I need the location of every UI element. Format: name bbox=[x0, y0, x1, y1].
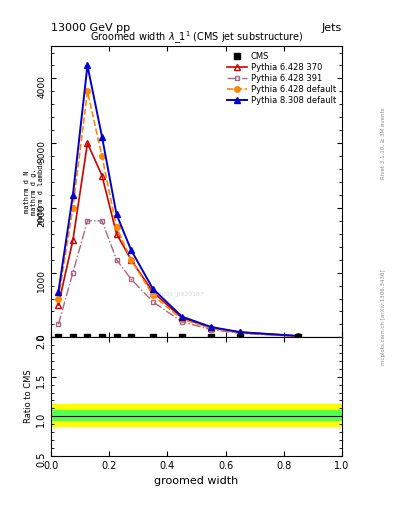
Text: CMS 2021_JI920187: CMS 2021_JI920187 bbox=[142, 291, 204, 296]
CMS bbox=[100, 334, 105, 340]
Pythia 8.308 default bbox=[238, 329, 242, 335]
Line: CMS: CMS bbox=[55, 334, 301, 340]
Pythia 6.428 default bbox=[85, 88, 90, 94]
Pythia 6.428 default bbox=[238, 330, 242, 336]
Pythia 6.428 370 bbox=[114, 231, 119, 237]
CMS bbox=[56, 334, 61, 340]
Line: Pythia 8.308 default: Pythia 8.308 default bbox=[55, 62, 302, 339]
Pythia 8.308 default bbox=[56, 289, 61, 295]
Pythia 6.428 370 bbox=[296, 333, 301, 339]
Pythia 6.428 default bbox=[129, 257, 134, 263]
Pythia 6.428 370 bbox=[56, 302, 61, 308]
Pythia 6.428 391 bbox=[129, 276, 134, 282]
Legend: CMS, Pythia 6.428 370, Pythia 6.428 391, Pythia 6.428 default, Pythia 8.308 defa: CMS, Pythia 6.428 370, Pythia 6.428 391,… bbox=[225, 50, 338, 107]
CMS bbox=[85, 334, 90, 340]
Pythia 6.428 default bbox=[296, 333, 301, 339]
Pythia 8.308 default bbox=[100, 134, 105, 140]
Pythia 6.428 391 bbox=[71, 269, 75, 275]
Pythia 6.428 370 bbox=[151, 289, 155, 295]
Pythia 6.428 default bbox=[180, 316, 184, 322]
Pythia 6.428 391 bbox=[100, 218, 105, 224]
Pythia 8.308 default bbox=[71, 192, 75, 198]
Pythia 6.428 370 bbox=[71, 237, 75, 243]
Pythia 6.428 370 bbox=[85, 140, 90, 146]
Text: mcplots.cern.ch [arXiv:1306.3436]: mcplots.cern.ch [arXiv:1306.3436] bbox=[381, 270, 386, 365]
Pythia 8.308 default bbox=[85, 62, 90, 69]
Pythia 6.428 370 bbox=[180, 315, 184, 321]
Pythia 6.428 default bbox=[151, 292, 155, 298]
Pythia 6.428 370 bbox=[129, 257, 134, 263]
Pythia 6.428 391 bbox=[56, 322, 61, 328]
Y-axis label: mathrm d N
mathrm d g.
mathrm d lambda: mathrm d N mathrm d g. mathrm d lambda bbox=[24, 160, 44, 224]
Pythia 8.308 default bbox=[180, 313, 184, 319]
Pythia 6.428 391 bbox=[151, 298, 155, 305]
Pythia 6.428 370 bbox=[209, 325, 213, 331]
CMS bbox=[238, 334, 242, 340]
CMS bbox=[151, 334, 155, 340]
Text: 13000 GeV pp: 13000 GeV pp bbox=[51, 23, 130, 33]
Line: Pythia 6.428 370: Pythia 6.428 370 bbox=[55, 140, 301, 339]
Pythia 8.308 default bbox=[151, 286, 155, 292]
Text: Rivet 3.1.10, ≥ 3M events: Rivet 3.1.10, ≥ 3M events bbox=[381, 108, 386, 179]
Pythia 6.428 default bbox=[100, 153, 105, 159]
Pythia 6.428 391 bbox=[296, 333, 301, 339]
Title: Groomed width $\lambda\_1^1$ (CMS jet substructure): Groomed width $\lambda\_1^1$ (CMS jet su… bbox=[90, 30, 303, 46]
Pythia 6.428 391 bbox=[238, 330, 242, 336]
X-axis label: groomed width: groomed width bbox=[154, 476, 239, 486]
Pythia 6.428 391 bbox=[180, 319, 184, 325]
Pythia 6.428 391 bbox=[85, 218, 90, 224]
Pythia 6.428 370 bbox=[238, 329, 242, 335]
Pythia 6.428 370 bbox=[100, 173, 105, 179]
Pythia 6.428 default bbox=[71, 205, 75, 211]
Line: Pythia 6.428 default: Pythia 6.428 default bbox=[55, 89, 301, 339]
Pythia 8.308 default bbox=[209, 324, 213, 330]
CMS bbox=[71, 334, 75, 340]
CMS bbox=[296, 334, 301, 340]
Pythia 6.428 default bbox=[114, 224, 119, 230]
CMS bbox=[114, 334, 119, 340]
Pythia 6.428 default bbox=[56, 295, 61, 302]
CMS bbox=[209, 334, 213, 340]
CMS bbox=[129, 334, 134, 340]
Bar bbox=[51, 410, 342, 420]
Pythia 8.308 default bbox=[114, 211, 119, 218]
CMS bbox=[180, 334, 184, 340]
Pythia 8.308 default bbox=[129, 247, 134, 253]
Pythia 8.308 default bbox=[296, 333, 301, 339]
Y-axis label: Ratio to CMS: Ratio to CMS bbox=[24, 370, 33, 423]
Pythia 6.428 391 bbox=[114, 257, 119, 263]
Pythia 6.428 default bbox=[209, 325, 213, 331]
Line: Pythia 6.428 391: Pythia 6.428 391 bbox=[56, 219, 301, 339]
Pythia 6.428 391 bbox=[209, 327, 213, 333]
Bar bbox=[51, 404, 342, 426]
Text: Jets: Jets bbox=[321, 23, 342, 33]
